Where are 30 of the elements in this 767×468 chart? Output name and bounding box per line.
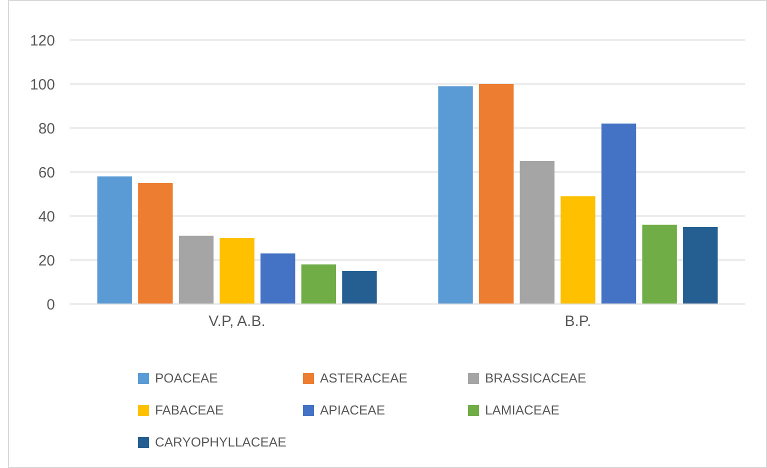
legend-label: POACEAE bbox=[155, 370, 218, 386]
y-tick-label: 60 bbox=[38, 164, 55, 182]
bar bbox=[260, 253, 296, 304]
legend-label: FABACEAE bbox=[155, 402, 224, 418]
bar bbox=[438, 86, 473, 304]
bar bbox=[560, 196, 596, 304]
bar bbox=[97, 176, 132, 304]
legend-label: ASTERACEAE bbox=[320, 370, 408, 386]
legend-label: LAMIACEAE bbox=[485, 402, 560, 418]
bar bbox=[478, 84, 514, 304]
y-tick-label: 80 bbox=[38, 120, 55, 138]
bar bbox=[178, 236, 214, 304]
bar bbox=[683, 227, 718, 304]
bar bbox=[520, 161, 554, 304]
bar bbox=[601, 124, 636, 304]
x-tick-label: V.P, A.B. bbox=[208, 313, 266, 330]
y-tick-label: 0 bbox=[46, 296, 55, 314]
bar bbox=[138, 183, 173, 304]
legend-label: CARYOPHYLLACEAE bbox=[155, 434, 287, 450]
bar bbox=[642, 224, 677, 304]
legend-label: APIACEAE bbox=[320, 402, 386, 418]
bar bbox=[342, 271, 377, 304]
y-tick-label: 20 bbox=[38, 252, 55, 270]
y-tick-label: 100 bbox=[30, 76, 55, 94]
y-tick-label: 40 bbox=[38, 208, 55, 226]
bar bbox=[220, 238, 254, 304]
y-tick-label: 120 bbox=[30, 32, 55, 50]
bar bbox=[301, 264, 336, 304]
legend-label: BRASSICACEAE bbox=[485, 370, 586, 386]
x-tick-label: B.P. bbox=[564, 313, 592, 330]
